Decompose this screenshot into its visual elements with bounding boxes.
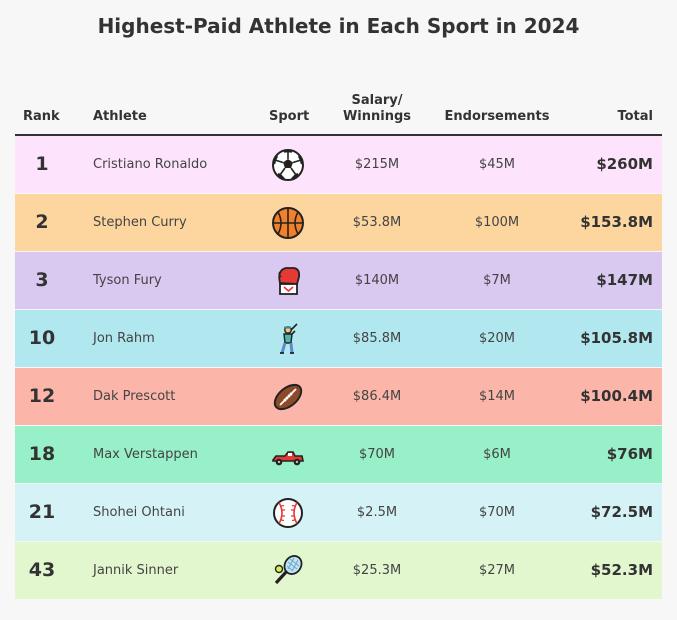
tennis-icon	[271, 554, 305, 588]
athlete-cell: Stephen Curry	[93, 215, 187, 230]
header-salary-winnings: Salary/ Winnings	[335, 93, 419, 125]
endorsements-cell: $7M	[483, 273, 511, 288]
salary-cell: $53.8M	[352, 215, 402, 230]
salary-cell: $140M	[354, 273, 400, 288]
total-cell: $105.8M	[580, 329, 653, 347]
salary-cell: $25.3M	[352, 563, 402, 578]
endorsements-cell: $70M	[478, 505, 516, 520]
golfer-icon	[271, 322, 305, 356]
table-row: 21 Shohei Ohtani $2.5M $70M $72.5M	[15, 484, 662, 541]
table-row: 2 Stephen Curry $53.8M $100M $153.8M	[15, 194, 662, 251]
header-athlete: Athlete	[93, 109, 147, 124]
rank-cell: 21	[28, 501, 56, 523]
endorsements-cell: $14M	[478, 389, 516, 404]
salary-cell: $70M	[358, 447, 396, 462]
baseball-icon	[271, 496, 305, 530]
athlete-cell: Cristiano Ronaldo	[93, 157, 208, 172]
endorsements-cell: $20M	[478, 331, 516, 346]
rank-cell: 10	[28, 327, 56, 349]
salary-cell: $215M	[354, 157, 400, 172]
athlete-cell: Shohei Ohtani	[93, 505, 185, 520]
table-row: 1 Cristiano Ronaldo $215M $45M $260M	[15, 136, 662, 193]
total-cell: $260M	[596, 155, 653, 173]
rank-cell: 43	[28, 559, 56, 581]
rank-cell: 1	[35, 153, 49, 175]
endorsements-cell: $100M	[474, 215, 520, 230]
header-salary-line2: Winnings	[342, 109, 412, 124]
total-cell: $52.3M	[590, 561, 653, 579]
endorsements-cell: $27M	[478, 563, 516, 578]
total-cell: $72.5M	[590, 503, 653, 521]
salary-cell: $86.4M	[352, 389, 402, 404]
header-endorsements: Endorsements	[444, 109, 550, 124]
total-cell: $100.4M	[580, 387, 653, 405]
athlete-cell: Jannik Sinner	[93, 563, 179, 578]
total-cell: $153.8M	[580, 213, 653, 231]
boxing-glove-icon	[271, 264, 305, 298]
athlete-cell: Jon Rahm	[93, 331, 155, 346]
header-sport: Sport	[269, 109, 310, 124]
basketball-icon	[271, 206, 305, 240]
header-total: Total	[617, 109, 653, 124]
endorsements-cell: $45M	[478, 157, 516, 172]
race-car-icon	[271, 438, 305, 472]
chart-title: Highest-Paid Athlete in Each Sport in 20…	[97, 14, 580, 38]
soccer-ball-icon	[271, 148, 305, 182]
total-cell: $76M	[606, 445, 653, 463]
header-salary-line1: Salary/	[351, 93, 403, 108]
table-header: Rank Athlete Sport Salary/ Winnings Endo…	[15, 82, 662, 136]
american-football-icon	[271, 380, 305, 414]
athlete-cell: Dak Prescott	[93, 389, 176, 404]
rank-cell: 12	[28, 385, 56, 407]
table-row: 3 Tyson Fury $140M $7M $147M	[15, 252, 662, 309]
salary-cell: $85.8M	[352, 331, 402, 346]
athlete-cell: Tyson Fury	[93, 273, 162, 288]
athlete-cell: Max Verstappen	[93, 447, 198, 462]
table-row: 10 Jon Rahm $85.8M $20M $105.8M	[15, 310, 662, 367]
rank-cell: 2	[35, 211, 49, 233]
table-row: 43 Jannik Sinner $25.3M $27M $52.3M	[15, 542, 662, 599]
table-row: 18 Max Verstappen $70M $6M $76M	[15, 426, 662, 483]
table-row: 12 Dak Prescott $86.4M $14M $100.4M	[15, 368, 662, 425]
rank-cell: 3	[35, 269, 49, 291]
rank-cell: 18	[28, 443, 56, 465]
total-cell: $147M	[596, 271, 653, 289]
salary-cell: $2.5M	[356, 505, 398, 520]
header-rank: Rank	[23, 109, 60, 124]
endorsements-cell: $6M	[483, 447, 511, 462]
